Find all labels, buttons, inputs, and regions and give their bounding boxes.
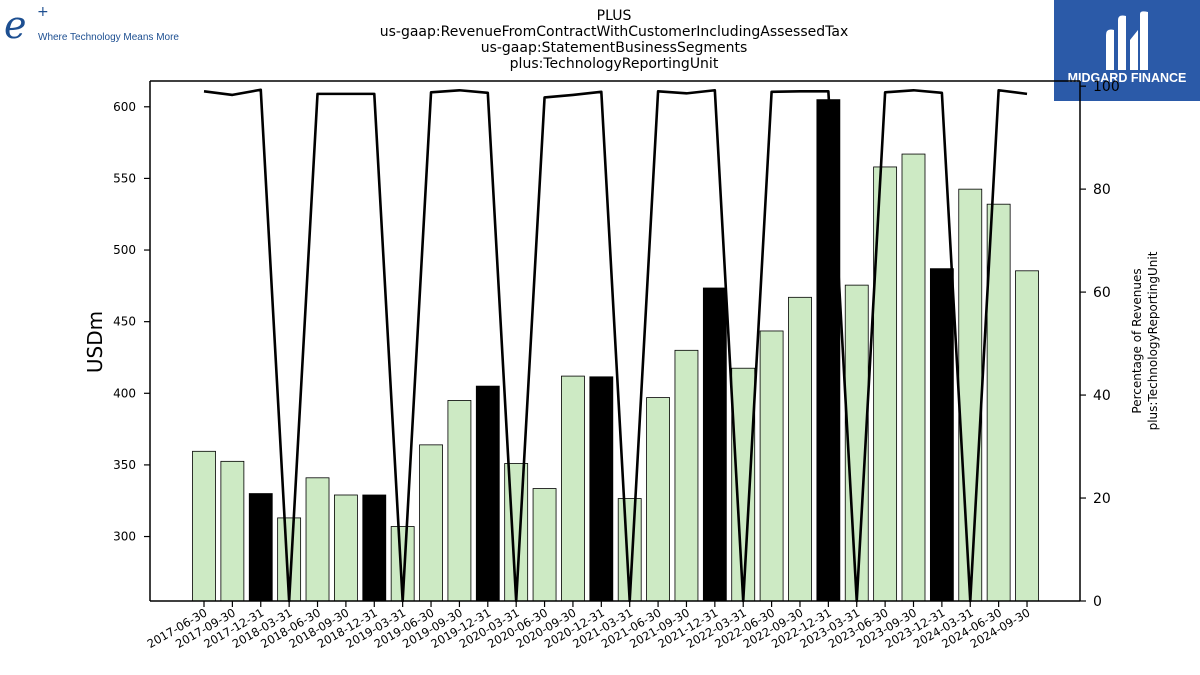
chart-title-line: us-gaap:RevenueFromContractWithCustomerI…	[380, 24, 849, 40]
y-axis-label: USDm	[83, 311, 107, 373]
bar	[731, 367, 756, 602]
bar	[816, 99, 841, 602]
y-tick-label: 400	[113, 386, 136, 400]
y-tick-label: 550	[113, 171, 136, 185]
bar-series	[192, 99, 1039, 602]
y2-axis-label-line: plus:TechnologyReportingUnit	[1146, 251, 1160, 430]
logo-plus: +	[37, 4, 49, 20]
bar	[1015, 270, 1039, 602]
chart-title-line: plus:TechnologyReportingUnit	[510, 56, 719, 72]
bar	[532, 488, 557, 602]
chart-axes	[149, 80, 1081, 602]
y2-tick-label: 60	[1093, 285, 1111, 301]
percentage-line	[203, 88, 1028, 603]
bar	[702, 287, 727, 602]
e-plus-logo-icon: e + Where Technology Means More	[4, 3, 179, 47]
bar	[248, 493, 273, 602]
line-series	[203, 88, 1028, 603]
bar	[589, 376, 614, 602]
bar	[362, 494, 387, 602]
y2-axis-ticks: 0 20 40 60 80 100	[1080, 79, 1120, 610]
y2-tick-label: 20	[1093, 491, 1111, 507]
bar	[192, 450, 216, 602]
y-tick-label: 450	[113, 315, 136, 329]
chart-title-line: PLUS	[597, 8, 632, 24]
bar	[759, 330, 784, 602]
bar	[929, 268, 954, 602]
x-axis-ticks: 2017-06-302017-09-302017-12-312018-03-31…	[145, 601, 1033, 651]
brand-logo-right: MIDGARD FINANCE	[1054, 0, 1200, 101]
y2-tick-label: 40	[1093, 388, 1111, 404]
bar	[305, 477, 330, 602]
midgard-mark-icon	[1106, 11, 1148, 71]
bar	[646, 397, 670, 602]
y2-axis-label-line: Percentage of Revenues	[1130, 268, 1144, 413]
bar	[958, 188, 983, 602]
logo-mark: e	[4, 3, 27, 47]
y2-tick-label: 80	[1093, 182, 1111, 198]
bar	[674, 349, 699, 602]
bar	[333, 494, 358, 602]
bar	[788, 296, 812, 602]
chart-title: PLUSus-gaap:RevenueFromContractWithCusto…	[380, 8, 849, 72]
bar	[986, 203, 1011, 602]
bar	[561, 375, 585, 602]
bar	[220, 460, 245, 602]
logo-right-text: MIDGARD FINANCE	[1068, 71, 1187, 85]
y-tick-label: 500	[113, 243, 136, 257]
logo-tagline: Where Technology Means More	[38, 32, 179, 43]
y-axis-ticks: 300 350 400 450 500 550 600	[113, 100, 150, 544]
y-tick-label: 600	[113, 100, 136, 114]
y2-axis-label: Percentage of Revenues plus:TechnologyRep…	[1130, 251, 1160, 430]
bar	[901, 153, 926, 602]
chart-title-line: us-gaap:StatementBusinessSegments	[481, 40, 748, 56]
y-tick-label: 300	[113, 530, 136, 544]
bar	[447, 400, 472, 602]
y-tick-label: 350	[113, 458, 136, 472]
y2-tick-label: 0	[1093, 594, 1102, 610]
bar	[475, 385, 500, 602]
midgard-logo-icon: MIDGARD FINANCE	[1068, 11, 1187, 85]
brand-logo-left: e + Where Technology Means More	[0, 0, 200, 50]
y2-tick-label: 100	[1093, 79, 1120, 95]
bar	[419, 444, 443, 602]
